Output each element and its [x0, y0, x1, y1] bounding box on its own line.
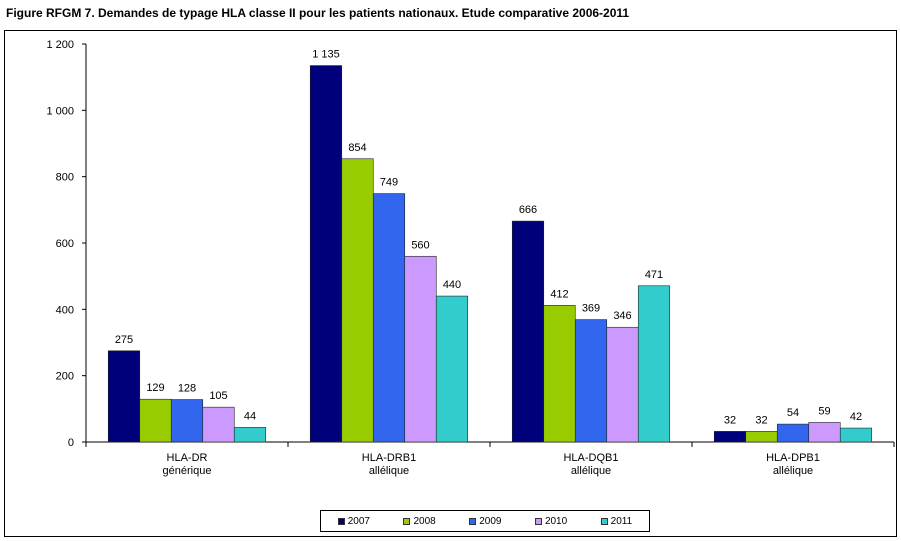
legend-item: 2007 [337, 515, 370, 527]
bar [637, 285, 671, 443]
y-tick-label: 1 000 [46, 105, 74, 117]
data-label: 42 [850, 411, 862, 423]
chart-title: Figure RFGM 7. Demandes de typage HLA cl… [6, 6, 630, 20]
bar [435, 295, 469, 443]
bar [404, 255, 437, 443]
bar [606, 326, 639, 443]
data-label: 666 [519, 204, 537, 216]
legend-swatch [337, 517, 345, 525]
y-tick-label: 200 [56, 371, 74, 383]
data-label: 275 [115, 334, 133, 346]
data-label: 346 [613, 310, 631, 322]
data-label: 54 [787, 407, 799, 419]
chart-area [4, 30, 897, 537]
chart-legend: 2007 2008 2009 2010 2011 [320, 510, 650, 532]
data-label: 471 [645, 269, 663, 281]
data-label: 440 [443, 279, 461, 291]
category-label: HLA-DPB1 [766, 452, 820, 464]
category-label: allélique [773, 465, 813, 477]
data-label: 105 [209, 390, 227, 402]
data-label: 128 [178, 383, 196, 395]
legend-swatch [534, 517, 542, 525]
legend-label: 2008 [413, 515, 436, 527]
data-label: 44 [244, 410, 256, 422]
bar [574, 319, 608, 443]
legend-label: 2010 [544, 515, 568, 527]
category-label: HLA-DQB1 [563, 452, 618, 464]
category-label: générique [163, 465, 212, 477]
legend-label: 2007 [347, 515, 370, 527]
bar [372, 193, 406, 443]
bar [309, 65, 343, 443]
bar [745, 431, 778, 443]
bar [139, 398, 172, 443]
legend-swatch [600, 517, 608, 525]
data-label: 32 [755, 414, 767, 426]
data-label: 412 [550, 288, 568, 300]
data-label: 59 [818, 405, 830, 417]
y-tick-label: 600 [56, 238, 74, 250]
data-label: 129 [146, 382, 164, 394]
data-label: 749 [380, 177, 398, 189]
legend-item: 2009 [469, 516, 501, 527]
y-tick-label: 0 [68, 437, 74, 449]
data-label: 32 [724, 414, 736, 426]
bar [107, 350, 141, 443]
data-label: 854 [348, 142, 366, 154]
category-label: HLA-DRB1 [362, 452, 416, 464]
category-label: allélique [369, 465, 409, 477]
bar [341, 158, 374, 443]
bar [543, 305, 576, 443]
data-label: 1 135 [312, 49, 340, 61]
bar [170, 399, 204, 443]
bar [776, 423, 810, 443]
legend-label: 2009 [479, 515, 502, 527]
bar [202, 406, 235, 443]
bar [511, 220, 545, 443]
y-tick-label: 800 [56, 172, 74, 184]
legend-item: 2010 [534, 515, 568, 527]
y-tick-label: 400 [56, 304, 74, 316]
bar [713, 431, 747, 443]
category-label: allélique [571, 465, 611, 477]
y-tick-label: 1 200 [46, 39, 74, 51]
legend-swatch [469, 517, 477, 525]
data-label: 560 [411, 239, 429, 251]
legend-label: 2011 [610, 515, 633, 527]
bar [808, 422, 841, 443]
legend-item: 2011 [600, 515, 633, 527]
category-label: HLA-DR [167, 452, 208, 464]
legend-swatch [403, 517, 411, 525]
bar [233, 427, 267, 443]
data-label: 369 [582, 303, 600, 315]
bar [839, 427, 873, 443]
legend-item: 2008 [403, 515, 436, 527]
